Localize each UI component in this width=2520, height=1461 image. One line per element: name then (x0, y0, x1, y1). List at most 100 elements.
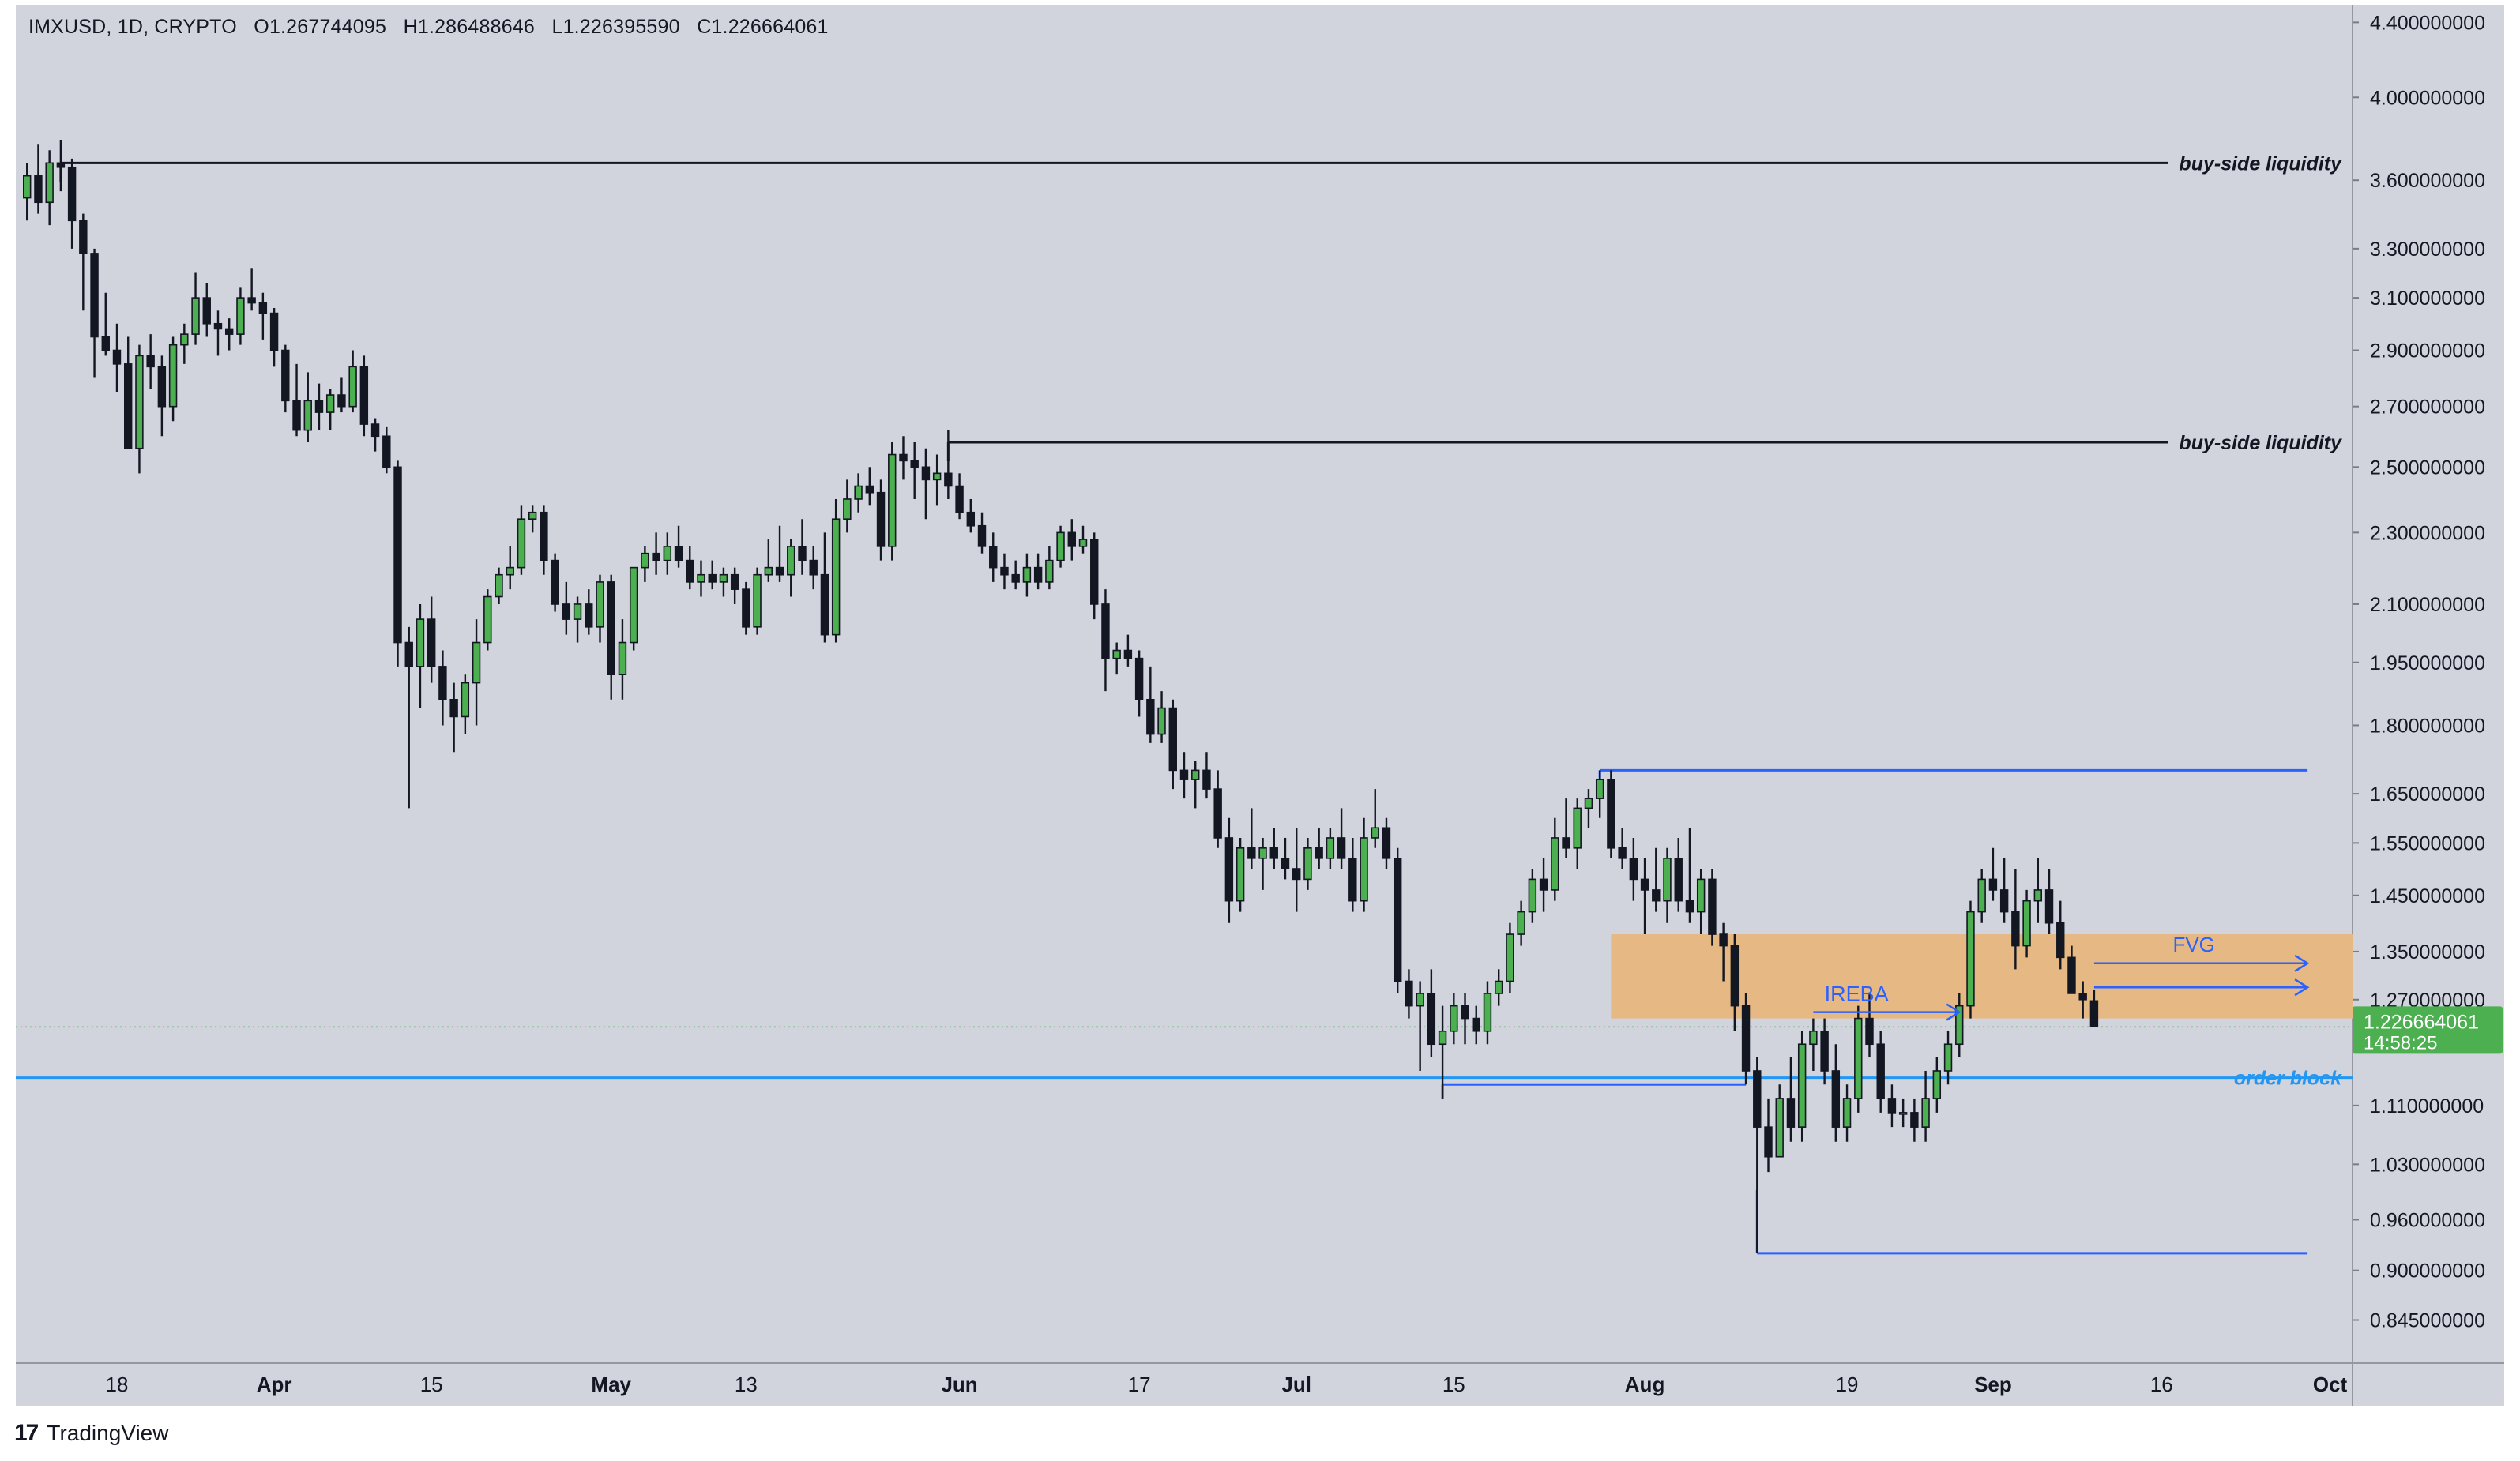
candle-body-down (1292, 868, 1301, 881)
candle-body-down (258, 302, 268, 314)
open-label: O (254, 16, 269, 38)
candle (1753, 1057, 1762, 1253)
candle (618, 619, 627, 700)
candle (1247, 808, 1256, 869)
candle (1258, 837, 1267, 890)
candle-body-down (1269, 847, 1278, 859)
candle (2011, 869, 2020, 970)
candle-body-down (337, 394, 346, 408)
candle-body-down (2078, 993, 2087, 1001)
candle-body-up (1551, 837, 1559, 891)
price-label: 2.100000000 (2370, 594, 2485, 616)
candle-body-up (1696, 878, 1706, 913)
candle (1360, 817, 1368, 912)
price-axis[interactable] (2353, 5, 2504, 1406)
candle-body-down (798, 546, 807, 561)
candle (585, 589, 593, 635)
candle (292, 363, 301, 437)
candle (483, 589, 492, 651)
time-label: 19 (1836, 1373, 1859, 1396)
candle-body-down (910, 460, 919, 468)
candle-body-down (1562, 837, 1570, 849)
candle-body-down (427, 618, 436, 667)
price-label: 3.100000000 (2370, 287, 2485, 310)
candle (506, 546, 514, 590)
candle-body-up (135, 355, 144, 449)
candle (1528, 869, 1537, 923)
candle (1719, 922, 1728, 982)
candle (1056, 525, 1065, 568)
candle-body-down (146, 355, 155, 368)
candle-body-down (56, 162, 66, 168)
candle (224, 318, 234, 351)
candle-body-up (719, 573, 728, 583)
candle (1168, 699, 1177, 790)
candle (1842, 1084, 1852, 1142)
candle (202, 283, 211, 337)
candle (1191, 761, 1200, 809)
candle (910, 441, 919, 499)
close-value: 1.226664061 (711, 16, 829, 38)
candle (1943, 1031, 1953, 1085)
candle (1584, 789, 1593, 828)
candle-body-down (1887, 1098, 1897, 1114)
candle (258, 292, 268, 340)
time-label: 15 (420, 1373, 443, 1396)
candle-body-up (1809, 1030, 1818, 1046)
candle (1865, 993, 1874, 1057)
candle (23, 163, 32, 221)
candle-body-down (124, 363, 133, 449)
candle (674, 525, 683, 568)
candle-body-down (989, 546, 998, 569)
candle (1045, 546, 1054, 590)
candle (303, 372, 312, 442)
candle (1461, 993, 1469, 1045)
candle (79, 213, 88, 311)
candle-body-down (2011, 911, 2020, 947)
candle-body-up (517, 518, 526, 569)
current-price-value: 1.226664061 (2364, 1011, 2479, 1033)
time-label: 15 (1442, 1373, 1465, 1396)
candle-body-up (180, 333, 189, 346)
levels-layer: buy-side liquidity buy-side liquidity orde… (16, 152, 2353, 1255)
candle-body-down (1179, 769, 1189, 780)
candle-body-down (562, 603, 571, 620)
candle (56, 139, 66, 192)
candle-body-down (1685, 900, 1694, 913)
candle (1033, 553, 1043, 590)
candle (551, 553, 559, 612)
candle (1820, 1018, 1829, 1085)
candle-body-down (674, 546, 683, 561)
candle (764, 539, 773, 582)
candle-body-down (1224, 837, 1234, 902)
tradingview-brand[interactable]: 17 TradingView (14, 1420, 168, 1447)
time-axis[interactable] (16, 1363, 2353, 1406)
candle-body-down (1348, 858, 1357, 902)
candle (607, 574, 615, 700)
candle-body-up (1775, 1098, 1784, 1158)
arrow-head (2294, 978, 2310, 997)
candle-body-down (34, 175, 43, 204)
candle-body-up (573, 603, 582, 620)
candle-body-up (1326, 837, 1335, 859)
candle (1898, 1098, 1908, 1128)
candle (67, 158, 77, 249)
candle (1955, 993, 1964, 1057)
candle (899, 436, 908, 480)
candle (449, 682, 458, 753)
bar-countdown: 14:58:25 (2364, 1032, 2437, 1053)
plot-area[interactable] (16, 5, 2353, 1363)
candle (596, 574, 604, 643)
candle-body-down (1461, 1005, 1469, 1020)
candle (1000, 553, 1009, 590)
candle (1067, 519, 1076, 561)
candle-body-down (67, 166, 77, 222)
candle (124, 336, 133, 449)
time-label: Sep (1974, 1373, 2012, 1396)
candle (1450, 993, 1458, 1045)
candle (1663, 847, 1672, 923)
candle-body-down (1213, 788, 1222, 839)
candle (1112, 642, 1121, 675)
candle-body-down (1382, 827, 1391, 859)
